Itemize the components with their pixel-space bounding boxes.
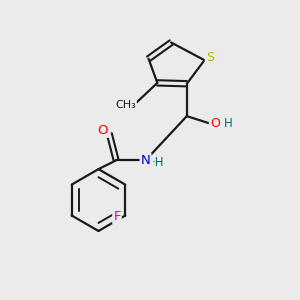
Text: F: F bbox=[113, 211, 121, 224]
Text: O: O bbox=[98, 124, 108, 137]
Text: N: N bbox=[141, 154, 151, 167]
Text: CH₃: CH₃ bbox=[115, 100, 136, 110]
Text: H: H bbox=[224, 117, 233, 130]
Text: ·H: ·H bbox=[152, 156, 164, 169]
Text: S: S bbox=[206, 51, 214, 64]
Text: O: O bbox=[210, 117, 220, 130]
